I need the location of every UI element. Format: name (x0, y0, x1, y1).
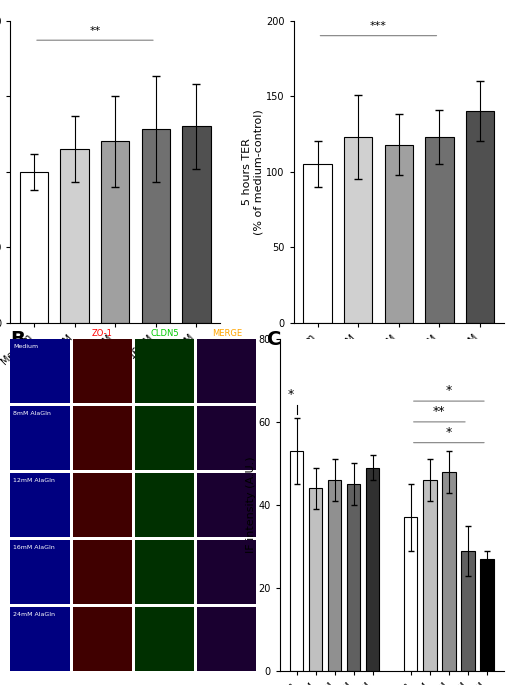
Text: **: ** (89, 25, 101, 36)
Bar (303, 164, 332, 323)
Title: MERGE: MERGE (212, 329, 242, 338)
Bar (423, 480, 436, 671)
Text: C: C (267, 329, 282, 349)
Bar (101, 142, 130, 323)
Bar (61, 149, 89, 323)
Bar (442, 472, 455, 671)
Bar (480, 559, 493, 671)
Bar (384, 145, 413, 323)
Y-axis label: 5 hours TER
(% of medium-control): 5 hours TER (% of medium-control) (242, 109, 264, 234)
Bar (466, 111, 494, 323)
Y-axis label: IF intensity (A.U.): IF intensity (A.U.) (246, 457, 256, 553)
Text: *: * (446, 425, 452, 438)
Text: 8mM AlaGln: 8mM AlaGln (13, 411, 51, 416)
Bar (142, 129, 170, 323)
Bar (290, 451, 303, 671)
Text: ***: *** (370, 21, 387, 31)
Bar (20, 172, 48, 323)
Text: *: * (446, 384, 452, 397)
Bar (425, 137, 453, 323)
Bar (366, 468, 379, 671)
Bar (344, 137, 372, 323)
Bar (461, 551, 474, 671)
Title: ZO-1: ZO-1 (92, 329, 113, 338)
Title: CLDN5: CLDN5 (150, 329, 179, 338)
Text: A: A (10, 28, 25, 47)
Text: **: ** (433, 405, 446, 418)
Text: *: * (288, 388, 294, 401)
Bar (404, 517, 417, 671)
Bar (347, 484, 360, 671)
Bar (309, 488, 322, 671)
Text: 16mM AlaGln: 16mM AlaGln (13, 545, 55, 550)
Text: Medium: Medium (13, 344, 39, 349)
Bar (182, 126, 211, 323)
Text: 12mM AlaGln: 12mM AlaGln (13, 478, 55, 483)
Text: 24mM AlaGln: 24mM AlaGln (13, 612, 55, 617)
Bar (328, 480, 341, 671)
Text: B: B (10, 329, 25, 349)
